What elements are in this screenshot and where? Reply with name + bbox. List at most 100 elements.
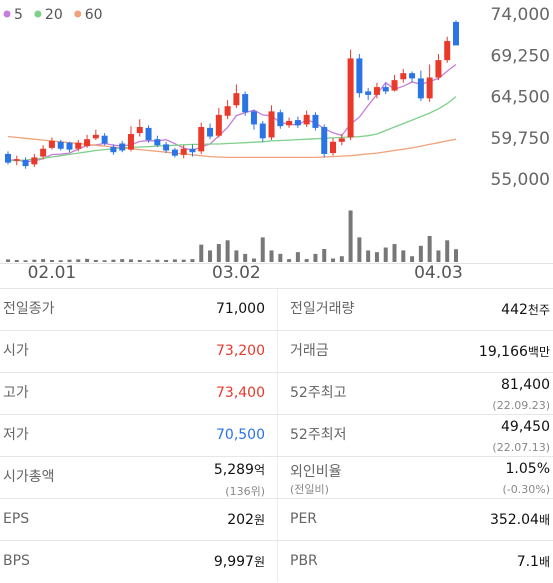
candle-body <box>347 58 354 138</box>
moving-average-line <box>7 96 457 162</box>
field-value-number: 202 <box>227 512 254 528</box>
field-label: BPS <box>3 541 30 582</box>
candle-body <box>75 142 82 149</box>
volume-bar <box>58 260 63 262</box>
candle-body <box>163 144 170 151</box>
field-label: PER <box>290 499 317 540</box>
field-value-number: 7.1 <box>516 554 539 570</box>
table-cell: 전일거래량 442천주 <box>290 289 550 330</box>
legend-dot <box>74 10 82 18</box>
candle-body <box>110 147 117 153</box>
table-row: BPS 9,997원 PBR 7.1배 <box>0 540 553 582</box>
field-value: 19,166백만 <box>479 343 550 360</box>
field-label: 전일거래량 <box>290 289 354 330</box>
field-label-text: PER <box>290 511 318 527</box>
table-row: 저가 70,500 52주최저 49,450 (22.07.13) <box>0 414 553 456</box>
field-label: 고가 <box>3 373 29 414</box>
field-value-unit: 억 <box>253 463 265 477</box>
field-label: PBR <box>290 541 318 582</box>
table-cell: 52주최고 81,400 (22.09.23) <box>290 373 550 414</box>
candle-body <box>409 73 416 79</box>
volume-bar <box>41 259 46 262</box>
candle-body <box>444 41 451 61</box>
field-label: 52주최저 <box>290 415 346 456</box>
candle-body <box>154 139 161 146</box>
candle-body <box>233 93 240 106</box>
candle-body <box>48 140 55 148</box>
volume-bar <box>190 259 195 262</box>
field-value: 352.04배 <box>490 511 550 528</box>
candle-body <box>312 114 319 128</box>
y-tick-label: 69,250 <box>491 46 550 66</box>
volume-bar <box>76 259 81 262</box>
column-divider <box>277 288 278 582</box>
candle-body <box>136 127 143 134</box>
field-value: 71,000 <box>216 301 265 317</box>
field-value: 49,450 <box>501 419 550 435</box>
field-label-text: 전일거래량 <box>290 301 355 317</box>
field-value-number: 71,000 <box>216 301 265 317</box>
volume-bar <box>278 253 283 262</box>
legend-label: 60 <box>85 7 103 23</box>
volume-bar <box>164 259 169 262</box>
candle-body <box>356 58 363 94</box>
volume-bar <box>85 258 90 262</box>
volume-bar <box>6 259 10 262</box>
field-label-sub: (전일비) <box>290 483 329 496</box>
volume-bar <box>155 259 160 262</box>
candle-body <box>92 134 99 139</box>
candle-body <box>215 114 222 136</box>
volume-bar <box>392 244 397 262</box>
volume-bar <box>120 259 125 262</box>
candle-body <box>330 141 337 154</box>
volume-bar <box>137 259 142 262</box>
field-value: 202원 <box>227 511 265 528</box>
candle-body <box>294 120 301 126</box>
table-cell: 거래금 19,166백만 <box>290 331 550 372</box>
volume-bar <box>401 250 406 262</box>
table-cell: 시가 73,200 <box>3 331 265 372</box>
field-value-unit: 배 <box>538 555 550 569</box>
volume-bar <box>427 235 432 262</box>
x-tick-label: 03.02 <box>212 263 261 283</box>
field-value: 5,289억 <box>214 461 265 478</box>
field-value: 81,400 <box>501 377 550 393</box>
table-cell: 전일종가 71,000 <box>3 289 265 330</box>
field-label-text: 시가총액 <box>3 469 55 485</box>
candle-body <box>435 60 442 78</box>
candle-body <box>84 139 91 147</box>
candle-body <box>5 153 11 163</box>
candle-body <box>303 114 310 125</box>
volume-bar <box>260 237 265 262</box>
candle-body <box>207 127 214 137</box>
volume-bar <box>322 248 327 262</box>
volume-bar <box>146 260 151 262</box>
volume-bar <box>436 250 441 262</box>
moving-average-line <box>8 63 457 163</box>
field-value-sub: (-0.30%) <box>502 483 551 496</box>
y-tick-label: 59,750 <box>491 129 550 149</box>
candle-body <box>145 127 152 141</box>
candle-body <box>119 143 126 151</box>
field-value-sub: (136위) <box>225 485 265 498</box>
chart: 74,000 69,250 64,500 59,750 55,000 5 20 60 02.01… <box>0 5 553 283</box>
volume-bar <box>49 259 54 262</box>
moving-average-line <box>7 135 457 159</box>
x-tick-label: 04.03 <box>414 263 463 283</box>
field-label: 시가 <box>3 331 29 372</box>
x-tick-label: 02.01 <box>28 263 77 283</box>
volume-bar <box>454 249 458 262</box>
volume-bar <box>102 260 107 262</box>
field-value: 1.05% <box>506 461 550 477</box>
field-label-text: 시가 <box>3 343 29 359</box>
field-value: 73,400 <box>216 385 265 401</box>
volume-bar <box>295 252 300 262</box>
field-value: 7.1배 <box>517 553 550 570</box>
candle-body <box>127 133 134 150</box>
y-tick-label: 55,000 <box>491 170 550 190</box>
field-value-number: 49,450 <box>501 419 550 435</box>
table-cell: 52주최저 49,450 (22.07.13) <box>290 415 550 456</box>
volume-bar <box>339 256 344 262</box>
field-value: 70,500 <box>216 427 265 443</box>
